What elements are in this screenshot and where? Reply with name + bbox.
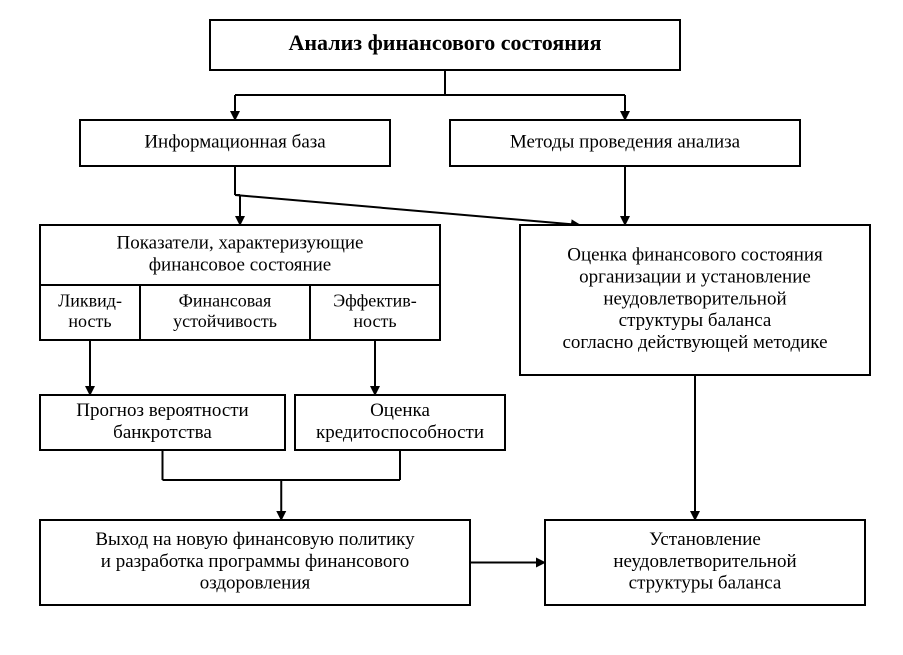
node-eff-line0: Эффектив- — [333, 290, 417, 310]
node-info-line0: Информационная база — [144, 131, 326, 152]
node-credit-line0: Оценка — [370, 400, 430, 421]
node-bankrupt: Прогноз вероятностибанкротства — [40, 395, 285, 450]
node-assess: Оценка финансового состоянияорганизации … — [520, 225, 870, 375]
node-indicators: Показатели, характеризующиефинансовое со… — [40, 225, 440, 285]
node-unsat-line1: неудовлетворительной — [613, 551, 796, 572]
node-liq-line0: Ликвид- — [58, 290, 122, 310]
node-unsat-line2: структуры баланса — [629, 573, 782, 594]
node-liq-line1: ность — [68, 311, 111, 331]
node-stab-line1: устойчивость — [173, 311, 277, 331]
node-assess-line3: структуры баланса — [619, 310, 772, 331]
node-title-line0: Анализ финансового состояния — [288, 30, 601, 55]
node-indicators-line1: финансовое состояние — [149, 254, 331, 275]
node-bankrupt-line1: банкротства — [113, 422, 212, 443]
node-policy: Выход на новую финансовую политикуи разр… — [40, 520, 470, 605]
edge — [235, 195, 580, 225]
nodes-layer: Анализ финансового состояния Информационн… — [40, 20, 870, 605]
node-info: Информационная база — [80, 120, 390, 166]
node-policy-line0: Выход на новую финансовую политику — [95, 529, 415, 550]
node-assess-line2: неудовлетворительной — [603, 288, 786, 309]
node-eff: Эффектив-ность — [310, 285, 440, 340]
node-title: Анализ финансового состояния — [210, 20, 680, 70]
node-policy-line2: оздоровления — [200, 573, 311, 594]
node-credit-line1: кредитоспособности — [316, 422, 484, 443]
node-methods: Методы проведения анализа — [450, 120, 800, 166]
node-assess-line0: Оценка финансового состояния — [567, 245, 823, 266]
node-liq: Ликвид-ность — [40, 285, 140, 340]
node-assess-line4: согласно действующей методике — [562, 332, 827, 353]
node-assess-line1: организации и установление — [579, 267, 811, 288]
flowchart-canvas: Анализ финансового состояния Информационн… — [0, 0, 903, 655]
node-eff-line1: ность — [353, 311, 396, 331]
node-stab: Финансоваяустойчивость — [140, 285, 310, 340]
node-unsat-line0: Установление — [649, 529, 761, 550]
node-stab-line0: Финансовая — [179, 290, 272, 310]
node-policy-line1: и разработка программы финансового — [101, 551, 409, 572]
node-bankrupt-line0: Прогноз вероятности — [76, 400, 248, 421]
node-credit: Оценкакредитоспособности — [295, 395, 505, 450]
node-unsat: Установлениенеудовлетворительнойструктур… — [545, 520, 865, 605]
node-indicators-line0: Показатели, характеризующие — [117, 232, 364, 253]
node-methods-line0: Методы проведения анализа — [510, 131, 741, 152]
